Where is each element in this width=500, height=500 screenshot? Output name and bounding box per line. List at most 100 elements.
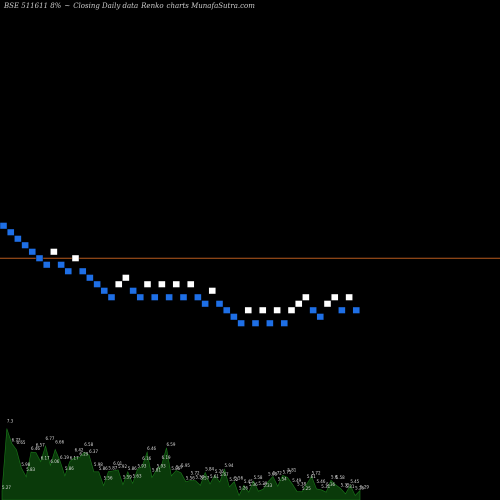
- renko-brick-up: [295, 300, 303, 308]
- volume-label: 5.45: [350, 479, 359, 484]
- volume-label: 5.63: [133, 473, 142, 478]
- renko-brick-down: [352, 306, 360, 314]
- renko-brick-down: [165, 293, 173, 301]
- renko-brick-up: [50, 248, 58, 256]
- volume-label: 5.58: [254, 475, 263, 480]
- volume-label: 5.61: [210, 474, 219, 479]
- volume-label: 6.17: [41, 456, 50, 461]
- renko-brick-up: [208, 287, 217, 295]
- header-site: charts MunafaSutra.com: [166, 2, 255, 10]
- renko-brick-down: [21, 241, 29, 249]
- renko-brick-down: [266, 319, 274, 327]
- volume-label: 5.86: [128, 466, 137, 471]
- volume-label: 5.81: [152, 467, 161, 472]
- renko-brick-down: [129, 287, 137, 295]
- volume-label: 5.35: [341, 483, 350, 488]
- volume-label: 5.54: [278, 476, 287, 481]
- volume-label: 5.86: [99, 466, 108, 471]
- renko-brick-up: [114, 280, 123, 288]
- volume-label: 5.81: [287, 467, 296, 472]
- volume-label: 5.36: [326, 482, 335, 487]
- volume-label: 6.19: [162, 455, 171, 460]
- volume-label: 5.94: [225, 463, 234, 468]
- volume-label: 5.93: [157, 463, 166, 468]
- renko-brick-up: [244, 306, 253, 314]
- volume-label: 5.75: [283, 469, 292, 474]
- volume-label: 5.58: [336, 475, 345, 480]
- renko-brick-up: [287, 306, 296, 314]
- renko-brick-up: [331, 293, 339, 301]
- renko-brick-down: [57, 261, 65, 269]
- volume-label: 5.6: [331, 474, 338, 479]
- volume-label: 6.42: [75, 447, 84, 452]
- volume-label: 6.66: [55, 440, 64, 445]
- volume-label: 5.45: [244, 479, 253, 484]
- volume-label: 5.56: [104, 476, 113, 481]
- header-arrow: ~: [64, 2, 71, 10]
- volume-label: 5.92: [118, 464, 127, 469]
- renko-brick-down: [215, 300, 224, 308]
- volume-label: 5.59: [196, 475, 205, 480]
- chart-header: BSE 511611 8% ~ Closing Daily data Renko cha…: [4, 2, 258, 10]
- renko-brick-down: [35, 254, 44, 262]
- renko-brick-down: [43, 261, 51, 269]
- renko-brick-down: [179, 293, 188, 301]
- volume-label: 5.49: [292, 478, 301, 483]
- renko-brick-down: [64, 267, 73, 275]
- renko-brick-up: [172, 280, 181, 288]
- renko-brick-up: [259, 306, 267, 314]
- header-symbol: BSE 511611 8%: [4, 2, 62, 10]
- volume-label: 5.72: [312, 470, 321, 475]
- volume-label: 5.72: [273, 470, 282, 475]
- renko-brick-down: [309, 306, 317, 314]
- volume-label: 5.59: [123, 475, 132, 480]
- volume-label: 5.57: [200, 475, 209, 480]
- volume-label: 6.17: [70, 456, 79, 461]
- volume-label: 5.56: [234, 476, 243, 481]
- renko-brick-up: [345, 293, 353, 301]
- renko-brick-down: [201, 300, 209, 308]
- volume-label: 5.25: [302, 486, 311, 491]
- volume-area: [1, 428, 361, 500]
- volume-label: 6.01: [113, 461, 122, 466]
- renko-brick-up: [143, 280, 152, 288]
- volume-label: 6.65: [17, 440, 26, 445]
- volume-label: 5.29: [360, 484, 369, 489]
- volume-label: 6.37: [89, 449, 98, 454]
- renko-brick-down: [150, 293, 159, 301]
- volume-label: 5.36: [249, 482, 258, 487]
- renko-brick-down: [316, 313, 324, 321]
- renko-brick-down: [14, 235, 22, 243]
- volume-label: 6.29: [79, 452, 88, 457]
- header-chart-kind: Renko: [141, 2, 164, 10]
- renko-brick-down: [237, 319, 245, 327]
- volume-label: 5.67: [220, 472, 229, 477]
- volume-label: 6.59: [166, 442, 175, 447]
- volume-label: 5.83: [26, 467, 35, 472]
- volume-label: 5.76: [215, 469, 224, 474]
- renko-brick-down: [93, 280, 101, 288]
- volume-label: 6.77: [46, 436, 55, 441]
- volume-label: 5.26: [239, 485, 248, 490]
- renko-brick-down: [100, 287, 109, 295]
- volume-label: 5.27: [2, 485, 11, 490]
- volume-label: 6.16: [142, 456, 151, 461]
- volume-label: 5.26: [355, 485, 364, 490]
- volume-label: 5.93: [137, 463, 146, 468]
- volume-label: 5.46: [316, 479, 325, 484]
- renko-brick-down: [194, 293, 202, 301]
- renko-brick-up: [302, 293, 310, 301]
- renko-brick-down: [86, 274, 94, 282]
- volume-label: 5.33: [263, 483, 272, 488]
- renko-brick-up: [323, 300, 332, 308]
- volume-label: 5.38: [297, 482, 306, 487]
- volume-label: 6.58: [84, 442, 93, 447]
- renko-brick-up: [273, 306, 281, 314]
- volume-label: 5.84: [205, 466, 214, 471]
- volume-label: 6.46: [147, 446, 156, 451]
- renko-brick-down: [78, 267, 87, 275]
- renko-brick-up: [122, 274, 130, 282]
- renko-brick-up: [186, 280, 195, 288]
